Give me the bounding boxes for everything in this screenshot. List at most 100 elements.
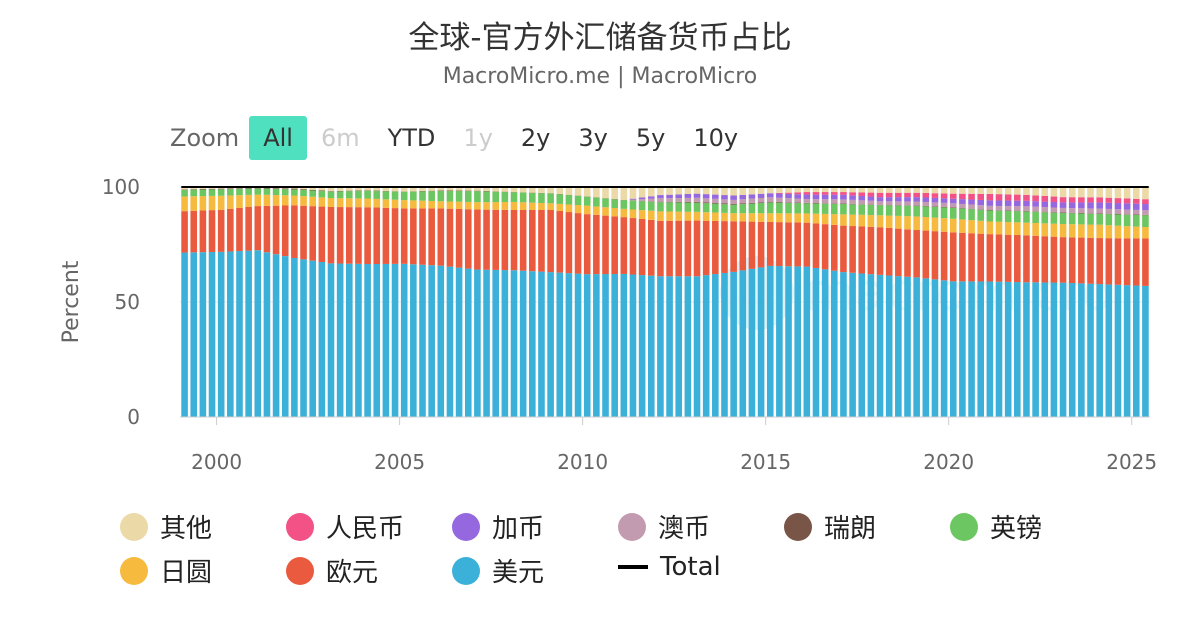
bar-segment <box>227 189 234 196</box>
bar-segment <box>867 204 875 216</box>
bar-segment <box>364 207 371 265</box>
bar-segment <box>474 191 481 203</box>
zoom-5y-button[interactable]: 5y <box>635 124 666 152</box>
bar-segment <box>1050 223 1058 237</box>
bar-segment <box>812 213 820 224</box>
bar-segment <box>474 269 481 417</box>
bar-segment <box>831 199 838 204</box>
bar-segment <box>1087 187 1094 198</box>
bar-segment <box>849 192 856 196</box>
bar-segment <box>766 202 774 214</box>
bar-segment <box>968 204 975 209</box>
bar-segment <box>410 264 417 417</box>
bar-segment <box>437 208 445 266</box>
legend-item-cny[interactable]: 人民币 <box>286 508 404 545</box>
bar-segment <box>419 264 426 417</box>
bar-segment <box>1114 198 1122 204</box>
bar-segment <box>840 194 847 200</box>
legend-item-chf[interactable]: 瑞朗 <box>784 508 876 545</box>
bar-segment <box>776 193 783 198</box>
bar-segment <box>1068 213 1076 225</box>
bar-segment <box>748 268 756 417</box>
legend-item-jpy[interactable]: 日圆 <box>120 552 212 589</box>
bar-segment <box>913 277 920 417</box>
zoom-6m-button[interactable]: 6m <box>320 124 360 152</box>
bar-segment <box>428 200 435 209</box>
bar-segment <box>236 207 243 252</box>
bar-segment <box>236 251 243 417</box>
bar-segment <box>821 192 829 195</box>
bar-segment <box>519 187 527 193</box>
bar-segment <box>629 187 637 199</box>
bar-segment <box>272 195 280 206</box>
zoom-all-button[interactable]: All <box>249 116 307 160</box>
bar-segment <box>208 189 216 196</box>
zoom-ytd-button[interactable]: YTD <box>387 124 436 152</box>
bar-segment <box>949 193 957 199</box>
bar-segment <box>446 190 454 202</box>
bar-segment <box>995 281 1003 417</box>
bar-segment <box>620 273 628 417</box>
bar-segment <box>885 197 893 202</box>
legend-item-other[interactable]: 其他 <box>120 508 212 545</box>
bar-segment <box>922 192 930 198</box>
legend-item-cad[interactable]: 加币 <box>452 508 544 545</box>
bar-segment <box>593 197 600 207</box>
bar-segment <box>382 187 390 191</box>
bar-segment <box>437 190 445 202</box>
bar-segment <box>336 187 344 191</box>
bar-segment <box>867 192 875 197</box>
legend-line-total <box>618 565 648 569</box>
bar-segment <box>1032 223 1039 236</box>
bar-segment <box>1087 213 1094 225</box>
bar-segment <box>1041 282 1049 417</box>
bar-segment <box>428 208 435 266</box>
bar-segment <box>968 193 975 200</box>
bar-segment <box>1142 187 1149 200</box>
bar-segment <box>986 221 994 235</box>
zoom-10y-button[interactable]: 10y <box>693 124 739 152</box>
legend-item-aud[interactable]: 澳币 <box>618 508 710 545</box>
bar-segment <box>748 213 756 222</box>
bar-segment <box>602 215 609 275</box>
bar-segment <box>821 213 829 225</box>
bar-segment <box>1041 223 1049 237</box>
legend-item-usd[interactable]: 美元 <box>452 552 544 589</box>
bar-segment <box>190 196 198 211</box>
legend-item-eur[interactable]: 欧元 <box>286 552 378 589</box>
bar-segment <box>840 199 847 204</box>
bar-segment <box>510 201 518 210</box>
bar-segment <box>346 263 353 417</box>
bar-segment <box>336 198 344 208</box>
bar-segment <box>1032 235 1039 283</box>
bar-segment <box>501 209 509 271</box>
zoom-1y-button[interactable]: 1y <box>463 124 493 152</box>
bar-segment <box>474 187 481 191</box>
bar-segment <box>355 190 362 199</box>
bar-segment <box>638 187 646 198</box>
bar-segment <box>483 269 490 417</box>
bar-segment <box>995 205 1003 211</box>
bar-segment <box>638 218 646 276</box>
bar-segment <box>794 203 801 214</box>
bar-segment <box>949 281 957 417</box>
bar-segment <box>675 220 683 277</box>
legend-label-cad: 加币 <box>492 514 545 544</box>
bar-segment <box>611 208 618 217</box>
bar-segment <box>391 199 399 209</box>
bar-segment <box>593 187 600 198</box>
bar-segment <box>373 207 381 264</box>
bar-segment <box>474 209 481 270</box>
bar-segment <box>959 187 966 194</box>
bar-segment <box>959 203 966 209</box>
bar-segment <box>931 197 939 203</box>
legend-item-gbp[interactable]: 英镑 <box>950 508 1042 545</box>
legend-item-total[interactable]: Total <box>618 552 721 582</box>
zoom-2y-button[interactable]: 2y <box>520 124 551 152</box>
bar-segment <box>318 187 326 191</box>
bar-segment <box>611 274 618 417</box>
zoom-3y-button[interactable]: 3y <box>578 124 608 152</box>
bar-segment <box>1041 236 1049 283</box>
bar-segment <box>803 192 811 195</box>
bar-segment <box>1014 200 1021 207</box>
